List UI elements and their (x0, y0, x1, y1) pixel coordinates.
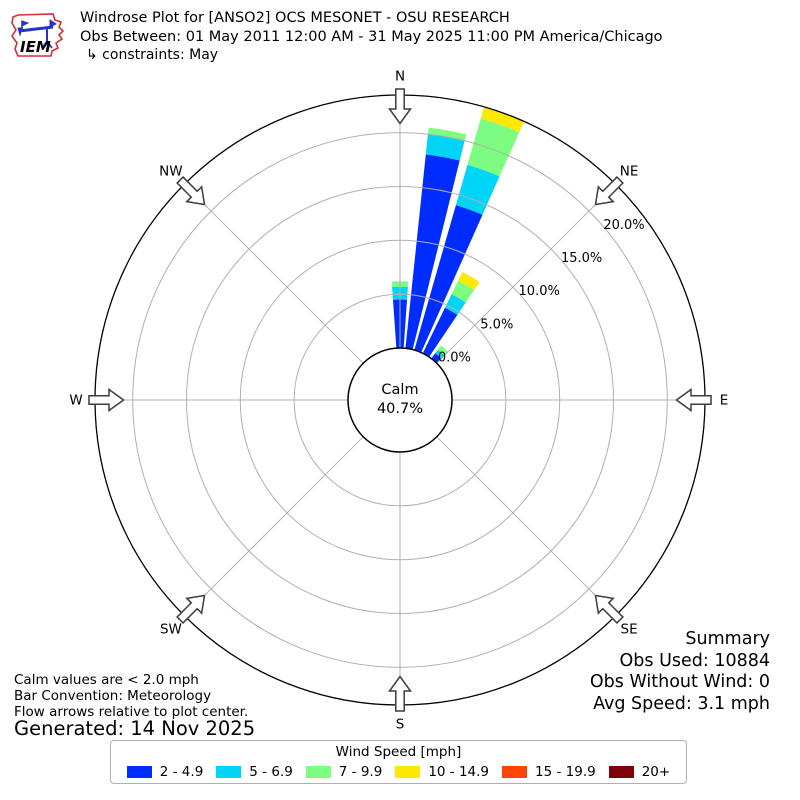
legend-label: 5 - 6.9 (249, 764, 293, 780)
legend-item: 20+ (608, 764, 671, 780)
summary-title: Summary (685, 629, 770, 649)
compass-label-n: N (395, 69, 405, 85)
windrose-bar-segment (455, 164, 500, 215)
anemometer-icon (17, 19, 57, 49)
legend-swatch-icon (126, 766, 152, 778)
calm-circle (347, 347, 453, 453)
windrose-bar-segment (451, 280, 475, 303)
windrose-bar-segment (458, 272, 480, 290)
windrose-bar-segment (480, 106, 525, 133)
grid-spoke (436, 436, 617, 617)
legend-item: 5 - 6.9 (216, 764, 293, 780)
flow-arrow-w (88, 388, 125, 412)
bar-convention-note: Bar Convention: Meteorology (14, 688, 212, 704)
legend-swatch-icon (305, 766, 331, 778)
legend-item: 15 - 19.9 (502, 764, 596, 780)
windrose-bar-segment (421, 307, 458, 359)
ring-tick-label: 15.0% (561, 251, 602, 266)
windrose-bar-segment (437, 345, 449, 356)
plot-constraints: ↳ constraints: May (86, 47, 219, 63)
calm-label: Calm (381, 382, 418, 398)
compass-label-ne: NE (620, 163, 639, 179)
generated-timestamp: Generated: 14 Nov 2025 (14, 717, 256, 740)
iem-logo-text: IEM (20, 38, 51, 56)
flow-arrow-s (388, 675, 412, 712)
wind-speed-legend: Wind Speed [mph] 2 - 4.9 5 - 6.9 7 - 9.9 10… (110, 740, 687, 784)
compass-label-nw: NW (159, 163, 182, 179)
flow-arrow-se (594, 594, 624, 624)
grid-spoke (183, 436, 364, 617)
legend-label: 2 - 4.9 (159, 764, 204, 780)
legend-swatch-icon (395, 766, 421, 778)
flow-arrow-n (388, 88, 412, 125)
flow-arrow-sw (176, 594, 206, 624)
windrose-bar-segment (435, 349, 445, 359)
ring-tick-label: 20.0% (603, 218, 644, 233)
calm-note: Calm values are < 2.0 mph (14, 672, 199, 688)
summary-avg-speed: Avg Speed: 3.1 mph (593, 693, 770, 714)
flow-arrow-ne (594, 176, 624, 206)
legend-item: 7 - 9.9 (305, 764, 383, 780)
calm-value: 40.7% (377, 401, 423, 417)
iem-logo: IEM (11, 13, 65, 57)
grid-spoke (183, 183, 364, 364)
windrose-bar-segment (425, 134, 465, 161)
legend-swatch-icon (216, 766, 242, 778)
flow-arrows-note: Flow arrows relative to plot center. (14, 704, 249, 720)
legend-swatch-icon (608, 766, 634, 778)
plot-notes: Calm values are < 2.0 mph Bar Convention… (14, 672, 248, 720)
ring-tick-label: 10.0% (519, 284, 560, 299)
legend-items: 2 - 4.9 5 - 6.9 7 - 9.9 10 - 14.9 15 - 19.9 2… (111, 764, 686, 780)
legend-label: 10 - 14.9 (428, 764, 490, 780)
summary-obs-used: Obs Used: 10884 (619, 650, 771, 671)
legend-swatch-icon (502, 766, 528, 778)
windrose-bar-segment (467, 118, 520, 177)
windrose-bar-segment (413, 205, 483, 355)
legend-item: 10 - 14.9 (395, 764, 489, 780)
summary-block: Summary Obs Used: 10884 Obs Without Wind… (590, 629, 770, 715)
legend-title: Wind Speed [mph] (335, 744, 462, 760)
compass-label-s: S (396, 717, 405, 733)
windrose-bar-segment (427, 127, 467, 141)
plot-title: Windrose Plot for [ANSO2] OCS MESONET - … (80, 10, 510, 26)
windrose-bar-segment (445, 294, 466, 315)
compass-label-sw: SW (160, 622, 182, 638)
ring-tick-label: 5.0% (480, 317, 513, 332)
grid-spoke (436, 183, 617, 364)
ring-tick-label: 0.0% (438, 351, 471, 366)
compass-label-se: SE (621, 622, 638, 638)
legend-item: 2 - 4.9 (126, 764, 204, 780)
flow-arrow-nw (176, 176, 206, 206)
legend-label: 7 - 9.9 (338, 764, 383, 780)
legend-label: 20+ (641, 764, 671, 780)
legend-label: 15 - 19.9 (535, 764, 596, 780)
summary-obs-without-wind: Obs Without Wind: 0 (589, 672, 770, 692)
windrose-bar-segment (405, 154, 460, 352)
compass-label-e: E (720, 393, 729, 409)
plot-subtitle: Obs Between: 01 May 2011 12:00 AM - 31 M… (80, 29, 663, 45)
flow-arrow-e (675, 388, 712, 412)
compass-label-w: W (69, 393, 82, 409)
